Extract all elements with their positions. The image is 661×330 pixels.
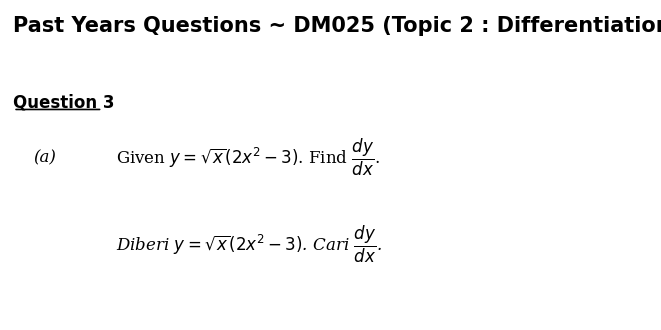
- Text: Question 3: Question 3: [13, 93, 115, 111]
- Text: (a): (a): [33, 149, 56, 166]
- Text: Given $y=\sqrt{x}\left(2x^2-3\right)$. Find $\dfrac{dy}{dx}$.: Given $y=\sqrt{x}\left(2x^2-3\right)$. F…: [116, 137, 379, 179]
- Text: Past Years Questions ~ DM025 (Topic 2 : Differentiations): Past Years Questions ~ DM025 (Topic 2 : …: [13, 16, 661, 36]
- Text: Diberi $y=\sqrt{x}\left(2x^2-3\right)$. Cari $\dfrac{dy}{dx}$.: Diberi $y=\sqrt{x}\left(2x^2-3\right)$. …: [116, 223, 381, 265]
